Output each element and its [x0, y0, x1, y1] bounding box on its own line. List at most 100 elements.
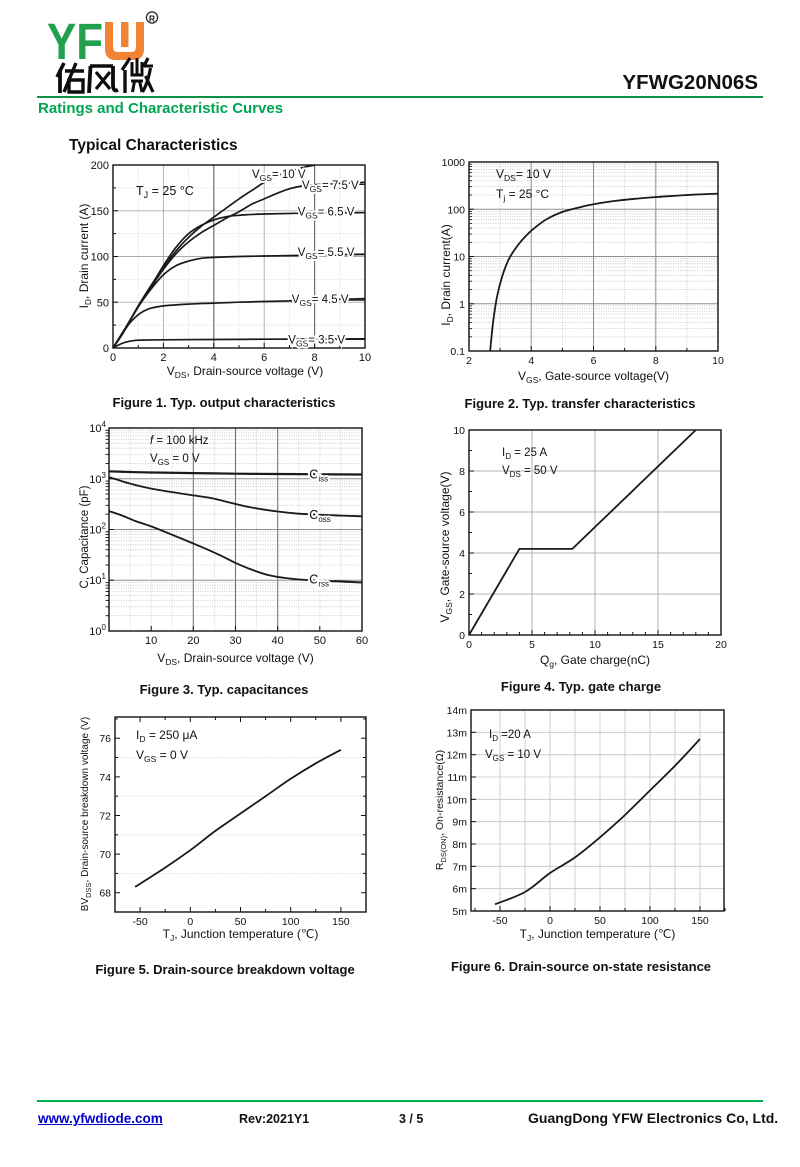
- svg-text:TJ, Junction temperature (℃): TJ, Junction temperature (℃): [520, 927, 676, 943]
- svg-text:76: 76: [99, 733, 111, 745]
- svg-text:10: 10: [712, 355, 724, 367]
- svg-text:15: 15: [652, 639, 664, 651]
- svg-text:14m: 14m: [447, 705, 468, 717]
- svg-text:VGS = 0 V: VGS = 0 V: [150, 453, 200, 467]
- svg-text:2: 2: [459, 589, 465, 601]
- svg-text:0: 0: [110, 352, 116, 364]
- svg-text:1000: 1000: [442, 157, 466, 169]
- svg-text:C, Capacitance (pF): C, Capacitance (pF): [79, 485, 91, 588]
- svg-text:VDS = 50 V: VDS = 50 V: [502, 465, 558, 479]
- svg-text:YF: YF: [47, 13, 103, 70]
- svg-text:VGS= 4.5 V: VGS= 4.5 V: [292, 294, 349, 308]
- svg-text:8: 8: [312, 352, 318, 364]
- svg-text:101: 101: [89, 572, 106, 587]
- svg-text:Tj = 25 °C: Tj = 25 °C: [496, 187, 549, 203]
- svg-text:ID, Drain current(A): ID, Drain current(A): [439, 224, 455, 326]
- svg-text:R: R: [149, 14, 155, 24]
- svg-text:0: 0: [547, 915, 553, 927]
- svg-text:Ciss: Ciss: [309, 467, 328, 483]
- svg-text:10: 10: [145, 635, 157, 647]
- svg-text:100: 100: [447, 204, 465, 216]
- svg-text:VGS = 10 V: VGS = 10 V: [485, 749, 541, 763]
- svg-text:100: 100: [89, 623, 106, 638]
- svg-text:103: 103: [89, 471, 106, 486]
- svg-text:150: 150: [332, 916, 350, 928]
- svg-text:50: 50: [594, 915, 606, 927]
- svg-text:50: 50: [314, 635, 326, 647]
- svg-text:100: 100: [641, 915, 659, 927]
- svg-text:74: 74: [99, 772, 111, 784]
- svg-text:6: 6: [261, 352, 267, 364]
- svg-text:VGS, Gate-source voltage(V): VGS, Gate-source voltage(V): [438, 471, 454, 622]
- svg-text:8: 8: [653, 355, 659, 367]
- svg-text:4: 4: [528, 355, 534, 367]
- svg-text:5: 5: [529, 639, 535, 651]
- svg-text:10: 10: [453, 425, 465, 437]
- svg-text:VDS, Drain-source voltage (V): VDS, Drain-source voltage (V): [167, 364, 324, 380]
- svg-text:150: 150: [91, 206, 109, 218]
- svg-text:20: 20: [715, 639, 727, 651]
- svg-text:72: 72: [99, 810, 111, 822]
- svg-text:0.1: 0.1: [450, 346, 465, 358]
- svg-text:6: 6: [459, 507, 465, 519]
- svg-text:4: 4: [211, 352, 217, 364]
- svg-text:VGS= 6.5 V: VGS= 6.5 V: [298, 207, 355, 221]
- svg-text:2: 2: [160, 352, 166, 364]
- svg-text:0: 0: [459, 630, 465, 642]
- svg-text:70: 70: [99, 849, 111, 861]
- svg-text:104: 104: [89, 420, 106, 435]
- svg-text:9m: 9m: [452, 817, 467, 829]
- svg-text:4: 4: [459, 548, 465, 560]
- svg-text:40: 40: [272, 635, 284, 647]
- svg-text:30: 30: [229, 635, 241, 647]
- svg-text:BVDSS, Drain-source breakdown: BVDSS, Drain-source breakdown voltage (V…: [80, 717, 93, 911]
- svg-text:Qg, Gate charge(nC): Qg, Gate charge(nC): [540, 653, 650, 669]
- svg-text:VGS= 10 V: VGS= 10 V: [252, 169, 306, 183]
- svg-text:11m: 11m: [447, 772, 467, 784]
- svg-text:ID =20 A: ID =20 A: [489, 729, 531, 743]
- svg-text:5m: 5m: [452, 906, 467, 918]
- svg-text:ID = 250 μA: ID = 250 μA: [136, 728, 197, 744]
- svg-text:200: 200: [91, 160, 109, 172]
- svg-text:68: 68: [99, 888, 111, 900]
- svg-text:-50: -50: [492, 915, 507, 927]
- svg-text:12m: 12m: [447, 750, 468, 762]
- svg-text:20: 20: [187, 635, 199, 647]
- svg-text:10m: 10m: [447, 794, 468, 806]
- svg-text:VDS= 10 V: VDS= 10 V: [496, 167, 551, 183]
- svg-text:VGS= 3.5 V: VGS= 3.5 V: [288, 335, 345, 349]
- svg-text:RDS(ON), On-resistance(Ω): RDS(ON), On-resistance(Ω): [434, 750, 448, 870]
- svg-text:102: 102: [89, 522, 106, 537]
- svg-text:8m: 8m: [452, 839, 467, 851]
- svg-text:VGS = 0 V: VGS = 0 V: [136, 748, 188, 764]
- svg-text:6: 6: [591, 355, 597, 367]
- svg-text:-50: -50: [133, 916, 148, 928]
- svg-text:10: 10: [589, 639, 601, 651]
- svg-text:f = 100 kHz: f = 100 kHz: [150, 435, 209, 447]
- svg-text:TJ = 25 °C: TJ = 25 °C: [136, 184, 194, 200]
- svg-text:10: 10: [453, 252, 465, 264]
- svg-text:1: 1: [459, 299, 465, 311]
- svg-text:VDS, Drain-source voltage (V): VDS, Drain-source voltage (V): [157, 651, 314, 667]
- svg-text:150: 150: [691, 915, 709, 927]
- svg-text:100: 100: [282, 916, 300, 928]
- svg-text:7m: 7m: [452, 861, 467, 873]
- svg-text:VGS= 7.5 V: VGS= 7.5 V: [302, 180, 359, 194]
- svg-text:ID = 25 A: ID = 25 A: [502, 447, 547, 461]
- svg-text:13m: 13m: [447, 727, 468, 739]
- svg-text:8: 8: [459, 466, 465, 478]
- svg-text:6m: 6m: [452, 884, 467, 896]
- svg-text:0: 0: [187, 916, 193, 928]
- svg-text:2: 2: [466, 355, 472, 367]
- svg-text:TJ, Junction temperature (℃): TJ, Junction temperature (℃): [163, 927, 319, 943]
- svg-text:Coss: Coss: [309, 508, 330, 524]
- svg-text:VGS= 5.5 V: VGS= 5.5 V: [298, 247, 355, 261]
- svg-text:50: 50: [235, 916, 247, 928]
- svg-text:10: 10: [359, 352, 371, 364]
- svg-text:0: 0: [103, 343, 109, 355]
- svg-text:ID, Drain current (A): ID, Drain current (A): [77, 204, 93, 309]
- svg-text:100: 100: [91, 252, 109, 264]
- svg-text:60: 60: [356, 635, 368, 647]
- svg-text:VGS, Gate-source voltage(V): VGS, Gate-source voltage(V): [518, 369, 669, 385]
- svg-text:Crss: Crss: [309, 573, 329, 589]
